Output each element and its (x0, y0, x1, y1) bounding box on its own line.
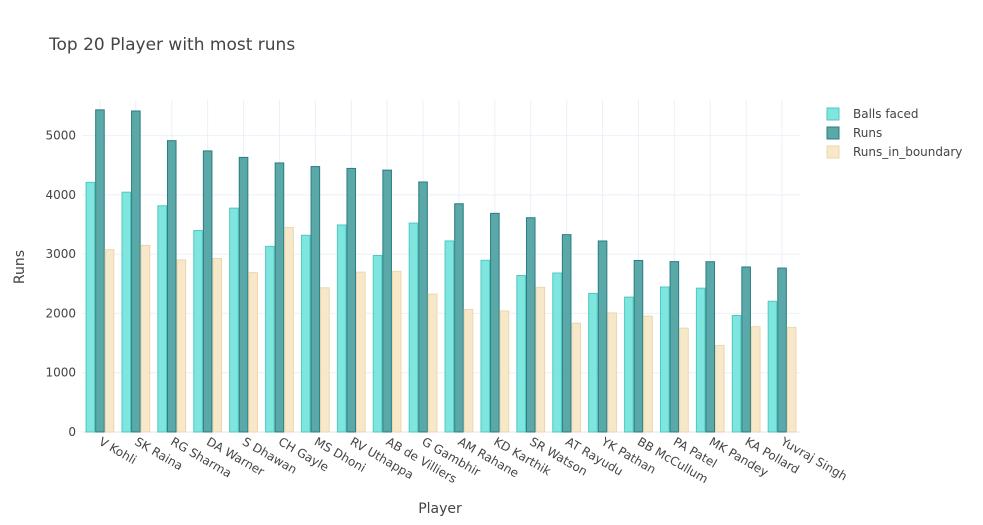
bar-runs-in-boundary-at-rayudu[interactable] (571, 322, 582, 433)
bar-runs-ms-dhoni[interactable] (310, 166, 321, 433)
bar-runs-rv-uthappa[interactable] (346, 167, 357, 433)
bar-runs-in-boundary-ms-dhoni[interactable] (320, 287, 330, 433)
bar-balls-faced-da-warner[interactable] (193, 230, 203, 433)
bar-balls-faced-am-rahane[interactable] (444, 240, 455, 433)
bar-runs-rg-sharma[interactable] (166, 140, 177, 433)
bar-balls-faced-pa-patel[interactable] (659, 286, 670, 433)
legend[interactable]: Balls faced Runs Runs_in_boundary (826, 107, 962, 159)
bar-runs-in-boundary-sk-raina[interactable] (140, 244, 151, 433)
x-axis-title: Player (418, 501, 462, 517)
bar-runs-pa-patel[interactable] (669, 261, 680, 433)
legend-swatch[interactable] (826, 145, 840, 159)
bar-balls-faced-sk-raina[interactable] (121, 191, 132, 433)
bar-balls-faced-v-kohli[interactable] (85, 181, 96, 433)
bar-runs-kd-karthik[interactable] (490, 212, 500, 433)
bar-runs-in-boundary-ab-de-villiers[interactable] (391, 270, 402, 433)
bar-runs-in-boundary-da-warner[interactable] (212, 258, 223, 433)
y-tick-label: 3000 (45, 247, 76, 261)
bar-runs-ab-de-villiers[interactable] (382, 169, 392, 433)
bar-runs-in-boundary-rv-uthappa[interactable] (356, 271, 366, 433)
bar-runs-ch-gayle[interactable] (274, 162, 285, 433)
bar-runs-in-boundary-g-gambhir[interactable] (427, 293, 438, 433)
bar-runs-in-boundary-yk-pathan[interactable] (607, 312, 617, 433)
bar-runs-in-boundary-yuvraj-singh[interactable] (786, 326, 797, 433)
bar-runs-in-boundary-pa-patel[interactable] (679, 327, 689, 433)
y-tick-label: 2000 (45, 306, 76, 320)
bar-balls-faced-yuvraj-singh[interactable] (767, 300, 778, 433)
gridlines (82, 100, 800, 433)
bar-runs-in-boundary-s-dhawan[interactable] (248, 272, 258, 433)
y-tick-label: 1000 (45, 366, 76, 380)
y-tick-label: 0 (68, 425, 76, 439)
y-axis-ticks: 0 1000 2000 3000 4000 5000 (45, 129, 76, 439)
bar-runs-in-boundary-ka-pollard[interactable] (750, 326, 761, 433)
chart-title: Top 20 Player with most runs (48, 35, 295, 55)
legend-label[interactable]: Runs (853, 126, 882, 140)
legend-swatch[interactable] (826, 126, 840, 140)
bar-balls-faced-mk-pandey[interactable] (695, 287, 706, 433)
bars (85, 109, 797, 433)
bar-runs-sk-raina[interactable] (131, 110, 141, 433)
bar-balls-faced-rg-sharma[interactable] (157, 205, 167, 433)
bar-balls-faced-yk-pathan[interactable] (588, 292, 598, 433)
bar-runs-in-boundary-mk-pandey[interactable] (715, 344, 725, 433)
bar-runs-bb-mccullum[interactable] (633, 259, 644, 433)
bar-balls-faced-rv-uthappa[interactable] (336, 224, 347, 433)
bar-balls-faced-sr-watson[interactable] (516, 274, 526, 433)
bar-runs-g-gambhir[interactable] (418, 181, 428, 433)
y-tick-label: 5000 (45, 129, 76, 143)
bar-runs-da-warner[interactable] (202, 150, 213, 433)
y-axis-title: Runs (12, 250, 28, 284)
legend-swatch[interactable] (826, 107, 840, 121)
legend-label[interactable]: Runs_in_boundary (853, 145, 962, 159)
x-tick-label: V Kohli (96, 434, 138, 467)
bar-runs-in-boundary-v-kohli[interactable] (104, 249, 115, 433)
bar-balls-faced-ch-gayle[interactable] (265, 245, 275, 433)
bar-balls-faced-bb-mccullum[interactable] (624, 296, 634, 433)
bar-runs-in-boundary-ch-gayle[interactable] (284, 227, 294, 433)
bar-runs-am-rahane[interactable] (454, 203, 464, 433)
bar-runs-in-boundary-am-rahane[interactable] (463, 309, 474, 433)
y-tick-label: 4000 (45, 188, 76, 202)
bar-balls-faced-ms-dhoni[interactable] (300, 234, 311, 433)
bar-runs-v-kohli[interactable] (95, 109, 105, 433)
bar-runs-yk-pathan[interactable] (597, 240, 608, 433)
bar-runs-at-rayudu[interactable] (561, 234, 572, 433)
bar-runs-ka-pollard[interactable] (741, 266, 751, 433)
bar-balls-faced-kd-karthik[interactable] (480, 259, 491, 433)
bar-runs-in-boundary-bb-mccullum[interactable] (643, 315, 653, 433)
legend-label[interactable]: Balls faced (853, 107, 919, 121)
bar-balls-faced-ab-de-villiers[interactable] (372, 255, 383, 433)
bar-runs-sr-watson[interactable] (525, 217, 536, 433)
bar-runs-yuvraj-singh[interactable] (777, 267, 787, 433)
bar-runs-in-boundary-sr-watson[interactable] (535, 286, 546, 433)
bar-balls-faced-g-gambhir[interactable] (408, 222, 419, 433)
bar-runs-mk-pandey[interactable] (705, 261, 716, 433)
bar-runs-in-boundary-rg-sharma[interactable] (176, 259, 187, 433)
bar-runs-s-dhawan[interactable] (238, 156, 249, 433)
bar-balls-faced-s-dhawan[interactable] (229, 207, 239, 433)
bar-balls-faced-ka-pollard[interactable] (731, 315, 742, 433)
bar-runs-in-boundary-kd-karthik[interactable] (499, 310, 510, 433)
bar-balls-faced-at-rayudu[interactable] (552, 272, 562, 433)
